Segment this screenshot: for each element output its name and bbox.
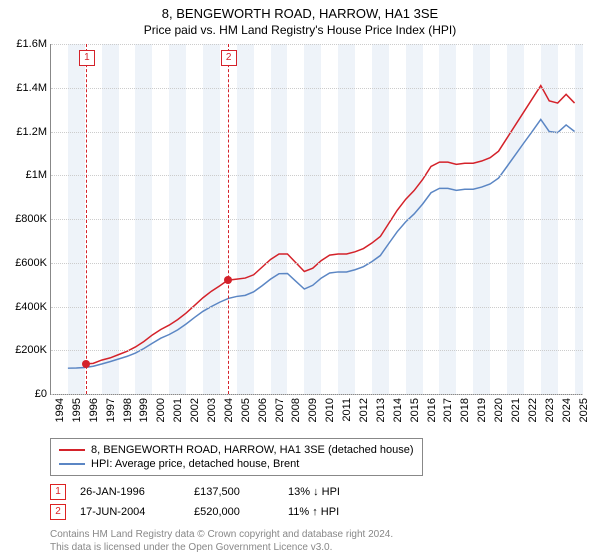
x-axis-label: 1996 — [88, 398, 100, 422]
sale-marker-icon: 2 — [50, 504, 66, 520]
sale-dot — [82, 360, 90, 368]
y-axis-label: £1.4M — [16, 82, 47, 94]
y-axis-label: £1.2M — [16, 126, 47, 138]
chart-container: 8, BENGEWORTH ROAD, HARROW, HA1 3SE Pric… — [0, 0, 600, 560]
x-axis-label: 2011 — [341, 398, 353, 422]
gridline — [51, 132, 583, 133]
x-axis-label: 2001 — [172, 398, 184, 422]
x-axis-label: 2020 — [493, 398, 505, 422]
x-axis-label: 2013 — [375, 398, 387, 422]
x-axis-label: 2009 — [307, 398, 319, 422]
sale-hpi-delta: 13% ↓ HPI — [288, 486, 378, 498]
x-axis-label: 2025 — [578, 398, 590, 422]
x-axis-label: 1994 — [54, 398, 66, 422]
legend-row: HPI: Average price, detached house, Bren… — [59, 457, 414, 471]
gridline — [51, 219, 583, 220]
x-axis-label: 2005 — [240, 398, 252, 422]
sale-price: £137,500 — [194, 486, 274, 498]
y-axis-label: £400K — [15, 301, 47, 313]
x-axis-label: 2018 — [459, 398, 471, 422]
legend-swatch — [59, 463, 85, 465]
attribution-line: This data is licensed under the Open Gov… — [50, 541, 393, 554]
x-axis-label: 1998 — [122, 398, 134, 422]
gridline — [51, 44, 583, 45]
x-axis-label: 2015 — [409, 398, 421, 422]
gridline — [51, 88, 583, 89]
sale-price: £520,000 — [194, 506, 274, 518]
series-line-price_paid — [86, 86, 575, 364]
sale-hpi-delta: 11% ↑ HPI — [288, 506, 378, 518]
y-axis-label: £200K — [15, 344, 47, 356]
y-axis-label: £600K — [15, 257, 47, 269]
x-axis-label: 2014 — [392, 398, 404, 422]
gridline — [51, 394, 583, 395]
x-axis-label: 1997 — [105, 398, 117, 422]
sale-marker-box: 2 — [221, 50, 237, 66]
sale-marker-vline — [86, 44, 87, 394]
legend-label: 8, BENGEWORTH ROAD, HARROW, HA1 3SE (det… — [91, 444, 414, 456]
x-axis-label: 2017 — [442, 398, 454, 422]
x-axis-label: 2007 — [274, 398, 286, 422]
y-axis-label: £800K — [15, 213, 47, 225]
gridline — [51, 175, 583, 176]
x-axis-label: 2019 — [476, 398, 488, 422]
x-axis-label: 2023 — [544, 398, 556, 422]
x-axis-label: 2022 — [527, 398, 539, 422]
x-axis-label: 2008 — [290, 398, 302, 422]
sale-date: 17-JUN-2004 — [80, 506, 180, 518]
x-axis-label: 2004 — [223, 398, 235, 422]
attribution-text: Contains HM Land Registry data © Crown c… — [50, 528, 393, 554]
y-axis-label: £1M — [26, 169, 47, 181]
sale-marker-box: 1 — [79, 50, 95, 66]
x-axis-label: 2021 — [510, 398, 522, 422]
x-axis-label: 2006 — [257, 398, 269, 422]
sale-date: 26-JAN-1996 — [80, 486, 180, 498]
x-axis-label: 2000 — [155, 398, 167, 422]
chart-subtitle: Price paid vs. HM Land Registry's House … — [0, 21, 600, 37]
y-axis-label: £1.6M — [16, 38, 47, 50]
sale-marker-vline — [228, 44, 229, 394]
x-axis-label: 1999 — [138, 398, 150, 422]
series-line-hpi — [68, 119, 575, 368]
x-axis-label: 2016 — [426, 398, 438, 422]
sale-event-row: 2 17-JUN-2004 £520,000 11% ↑ HPI — [50, 504, 378, 520]
gridline — [51, 307, 583, 308]
x-axis-label: 2003 — [206, 398, 218, 422]
x-axis-label: 2002 — [189, 398, 201, 422]
sale-marker-icon: 1 — [50, 484, 66, 500]
x-axis-label: 2024 — [561, 398, 573, 422]
chart-legend: 8, BENGEWORTH ROAD, HARROW, HA1 3SE (det… — [50, 438, 423, 476]
gridline — [51, 350, 583, 351]
gridline — [51, 263, 583, 264]
sale-event-row: 1 26-JAN-1996 £137,500 13% ↓ HPI — [50, 484, 378, 500]
x-axis-label: 2012 — [358, 398, 370, 422]
sale-dot — [224, 276, 232, 284]
legend-label: HPI: Average price, detached house, Bren… — [91, 458, 299, 470]
x-axis-label: 2010 — [324, 398, 336, 422]
legend-swatch — [59, 449, 85, 451]
x-axis-label: 1995 — [71, 398, 83, 422]
chart-title: 8, BENGEWORTH ROAD, HARROW, HA1 3SE — [0, 0, 600, 21]
y-axis-label: £0 — [35, 388, 47, 400]
attribution-line: Contains HM Land Registry data © Crown c… — [50, 528, 393, 541]
chart-plot-area: £0£200K£400K£600K£800K£1M£1.2M£1.4M£1.6M… — [50, 44, 583, 395]
legend-row: 8, BENGEWORTH ROAD, HARROW, HA1 3SE (det… — [59, 443, 414, 457]
